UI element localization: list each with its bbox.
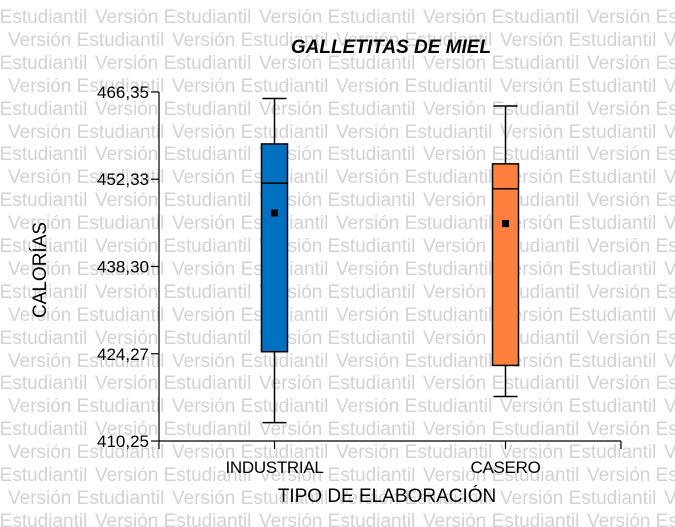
mean-marker xyxy=(502,220,509,228)
y-tick-label: 438,30 xyxy=(97,258,149,277)
y-axis-title: CALORÍAS xyxy=(30,222,51,318)
box-industrial xyxy=(260,97,289,424)
y-tick-label: 466,35 xyxy=(97,83,149,102)
iqr-box xyxy=(260,143,289,353)
x-tick-label: INDUSTRIAL xyxy=(225,458,323,477)
x-ticks: INDUSTRIAL CASERO xyxy=(158,441,622,477)
y-tick-label: 452,33 xyxy=(97,170,149,189)
y-ticks: 410,25 424,27 438,30 452,33 466,35 xyxy=(97,83,159,451)
iqr-box xyxy=(491,163,520,367)
mean-marker xyxy=(271,209,278,217)
x-tick-label: CASERO xyxy=(471,458,541,477)
box-casero xyxy=(491,105,520,398)
chart-title: GALLETITAS DE MIEL xyxy=(291,37,491,58)
box-series xyxy=(260,97,520,424)
x-axis-title: TIPO DE ELABORACIÓN xyxy=(278,485,497,507)
y-tick-label: 424,27 xyxy=(97,345,149,364)
y-tick-label: 410,25 xyxy=(97,432,149,451)
